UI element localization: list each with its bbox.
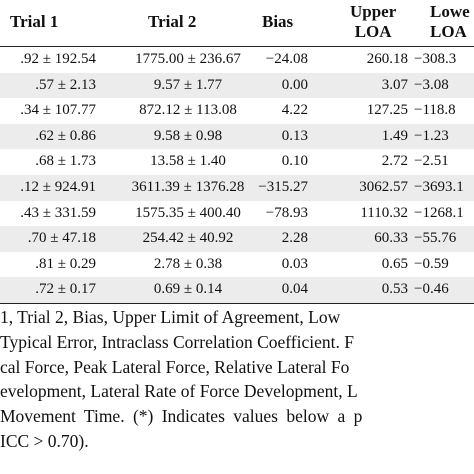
cell-upper-loa: 60.33 [374, 230, 408, 247]
caption-line: Typical Error, Intraclass Correlation Co… [0, 331, 354, 352]
table-row: .92 ± 192.54 1775.00 ± 236.67 −24.08 260… [0, 47, 474, 73]
table-row: .70 ± 47.18 254.42 ± 40.92 2.28 60.33 −5… [0, 226, 474, 252]
cell-lower-loa: −0.46 [414, 281, 449, 298]
cell-bias: 2.28 [281, 230, 308, 247]
cell-bias: 0.00 [281, 76, 308, 93]
table-row: .57 ± 2.13 9.57 ± 1.77 0.00 3.07 −3.08 [0, 72, 474, 99]
cell-trial-2: 3611.39 ± 1376.28 [131, 178, 245, 195]
header-lower-loa: Lowe LOA [430, 2, 470, 42]
cell-lower-loa: −2.51 [414, 153, 449, 170]
cell-trial-1: .43 ± 331.59 [20, 204, 96, 221]
cell-bias: 4.22 [281, 102, 308, 119]
cell-trial-2: 13.58 ± 1.40 [150, 153, 226, 170]
caption-line: Movement Time. (*) Indicates values belo… [0, 406, 363, 427]
cell-trial-2: 1575.35 ± 400.40 [135, 204, 241, 221]
caption-line: ICC > 0.70). [0, 430, 89, 451]
table-row: .34 ± 107.77 872.12 ± 113.08 4.22 127.25… [0, 98, 474, 124]
cell-trial-1: .81 ± 0.29 [35, 255, 96, 272]
cell-trial-2: 254.42 ± 40.92 [142, 230, 234, 247]
cell-upper-loa: 2.72 [381, 153, 408, 170]
cell-trial-2: 0.69 ± 0.14 [153, 281, 223, 298]
cell-trial-2: 1775.00 ± 236.67 [135, 51, 241, 67]
cell-trial-2: 872.12 ± 113.08 [139, 102, 237, 119]
table-caption: 1, Trial 2, Bias, Upper Limit of Agreeme… [0, 305, 474, 454]
cell-upper-loa: 3.07 [381, 76, 408, 93]
cell-trial-2: 9.58 ± 0.98 [153, 127, 223, 144]
header-lower-line2: LOA [430, 22, 467, 41]
table-row: .43 ± 331.59 1575.35 ± 400.40 −78.93 111… [0, 201, 474, 227]
table-bottom-rule [0, 302, 474, 304]
cell-trial-1: .12 ± 924.91 [20, 178, 96, 195]
cell-upper-loa: 1110.32 [360, 204, 408, 221]
cell-bias: 0.10 [281, 153, 308, 170]
header-bias: Bias [262, 12, 294, 31]
header-trial-2: Trial 2 [148, 12, 197, 31]
table-row: .72 ± 0.17 0.69 ± 0.14 0.04 0.53 −0.46 [0, 277, 474, 303]
caption-line: cal Force, Peak Lateral Force, Relative … [0, 356, 350, 377]
header-upper-line2: LOA [354, 22, 392, 41]
cell-lower-loa: −1.23 [414, 127, 449, 144]
caption-line: 1, Trial 2, Bias, Upper Limit of Agreeme… [0, 307, 341, 327]
cell-bias: 0.13 [281, 127, 308, 144]
table-row: .81 ± 0.29 2.78 ± 0.38 0.03 0.65 −0.59 [0, 252, 474, 278]
header-upper-line1: Upper [350, 2, 397, 21]
header-lower-line1: Lowe [430, 2, 470, 21]
cell-bias: 0.04 [281, 281, 308, 298]
cell-lower-loa: −118.8 [414, 102, 456, 119]
cell-upper-loa: 127.25 [366, 102, 408, 119]
header-trial-1: Trial 1 [10, 12, 59, 31]
cell-bias: −24.08 [265, 51, 308, 67]
cell-trial-1: .70 ± 47.18 [27, 230, 96, 247]
cell-trial-1: .68 ± 1.73 [35, 153, 96, 170]
cell-upper-loa: 3062.57 [359, 178, 408, 195]
cell-lower-loa: −3693.1 [414, 178, 464, 195]
cell-upper-loa: 1.49 [381, 127, 408, 144]
table-row: .12 ± 924.91 3611.39 ± 1376.28 −315.27 3… [0, 174, 474, 201]
cell-bias: 0.03 [281, 255, 308, 272]
table-row: .62 ± 0.86 9.58 ± 0.98 0.13 1.49 −1.23 [0, 123, 474, 150]
cell-bias: −78.93 [265, 204, 308, 221]
cell-trial-1: .57 ± 2.13 [35, 76, 96, 93]
header-upper-loa: Upper LOA [350, 2, 396, 42]
cell-lower-loa: −3.08 [414, 76, 449, 93]
cell-lower-loa: −0.59 [414, 255, 449, 272]
cell-upper-loa: 260.18 [366, 51, 408, 67]
cell-bias: −315.27 [258, 178, 308, 195]
cell-trial-2: 2.78 ± 0.38 [153, 255, 223, 272]
table-header: Trial 1 Trial 2 Bias Upper LOA Lowe LOA [0, 0, 474, 47]
cell-trial-2: 9.57 ± 1.77 [153, 76, 223, 93]
caption-line: evelopment, Lateral Rate of Force Develo… [0, 381, 358, 402]
reliability-table: Trial 1 Trial 2 Bias Upper LOA Lowe LOA … [0, 0, 474, 304]
cell-trial-1: .92 ± 192.54 [20, 51, 96, 67]
cell-trial-1: .34 ± 107.77 [20, 102, 96, 119]
cell-lower-loa: −1268.1 [414, 204, 464, 221]
cell-lower-loa: −308.3 [414, 51, 457, 67]
table-row: .68 ± 1.73 13.58 ± 1.40 0.10 2.72 −2.51 [0, 149, 474, 175]
cell-trial-1: .72 ± 0.17 [35, 281, 96, 298]
cell-upper-loa: 0.53 [381, 281, 408, 298]
cell-trial-1: .62 ± 0.86 [35, 127, 96, 144]
cell-lower-loa: −55.76 [414, 230, 457, 247]
cell-upper-loa: 0.65 [381, 255, 408, 272]
